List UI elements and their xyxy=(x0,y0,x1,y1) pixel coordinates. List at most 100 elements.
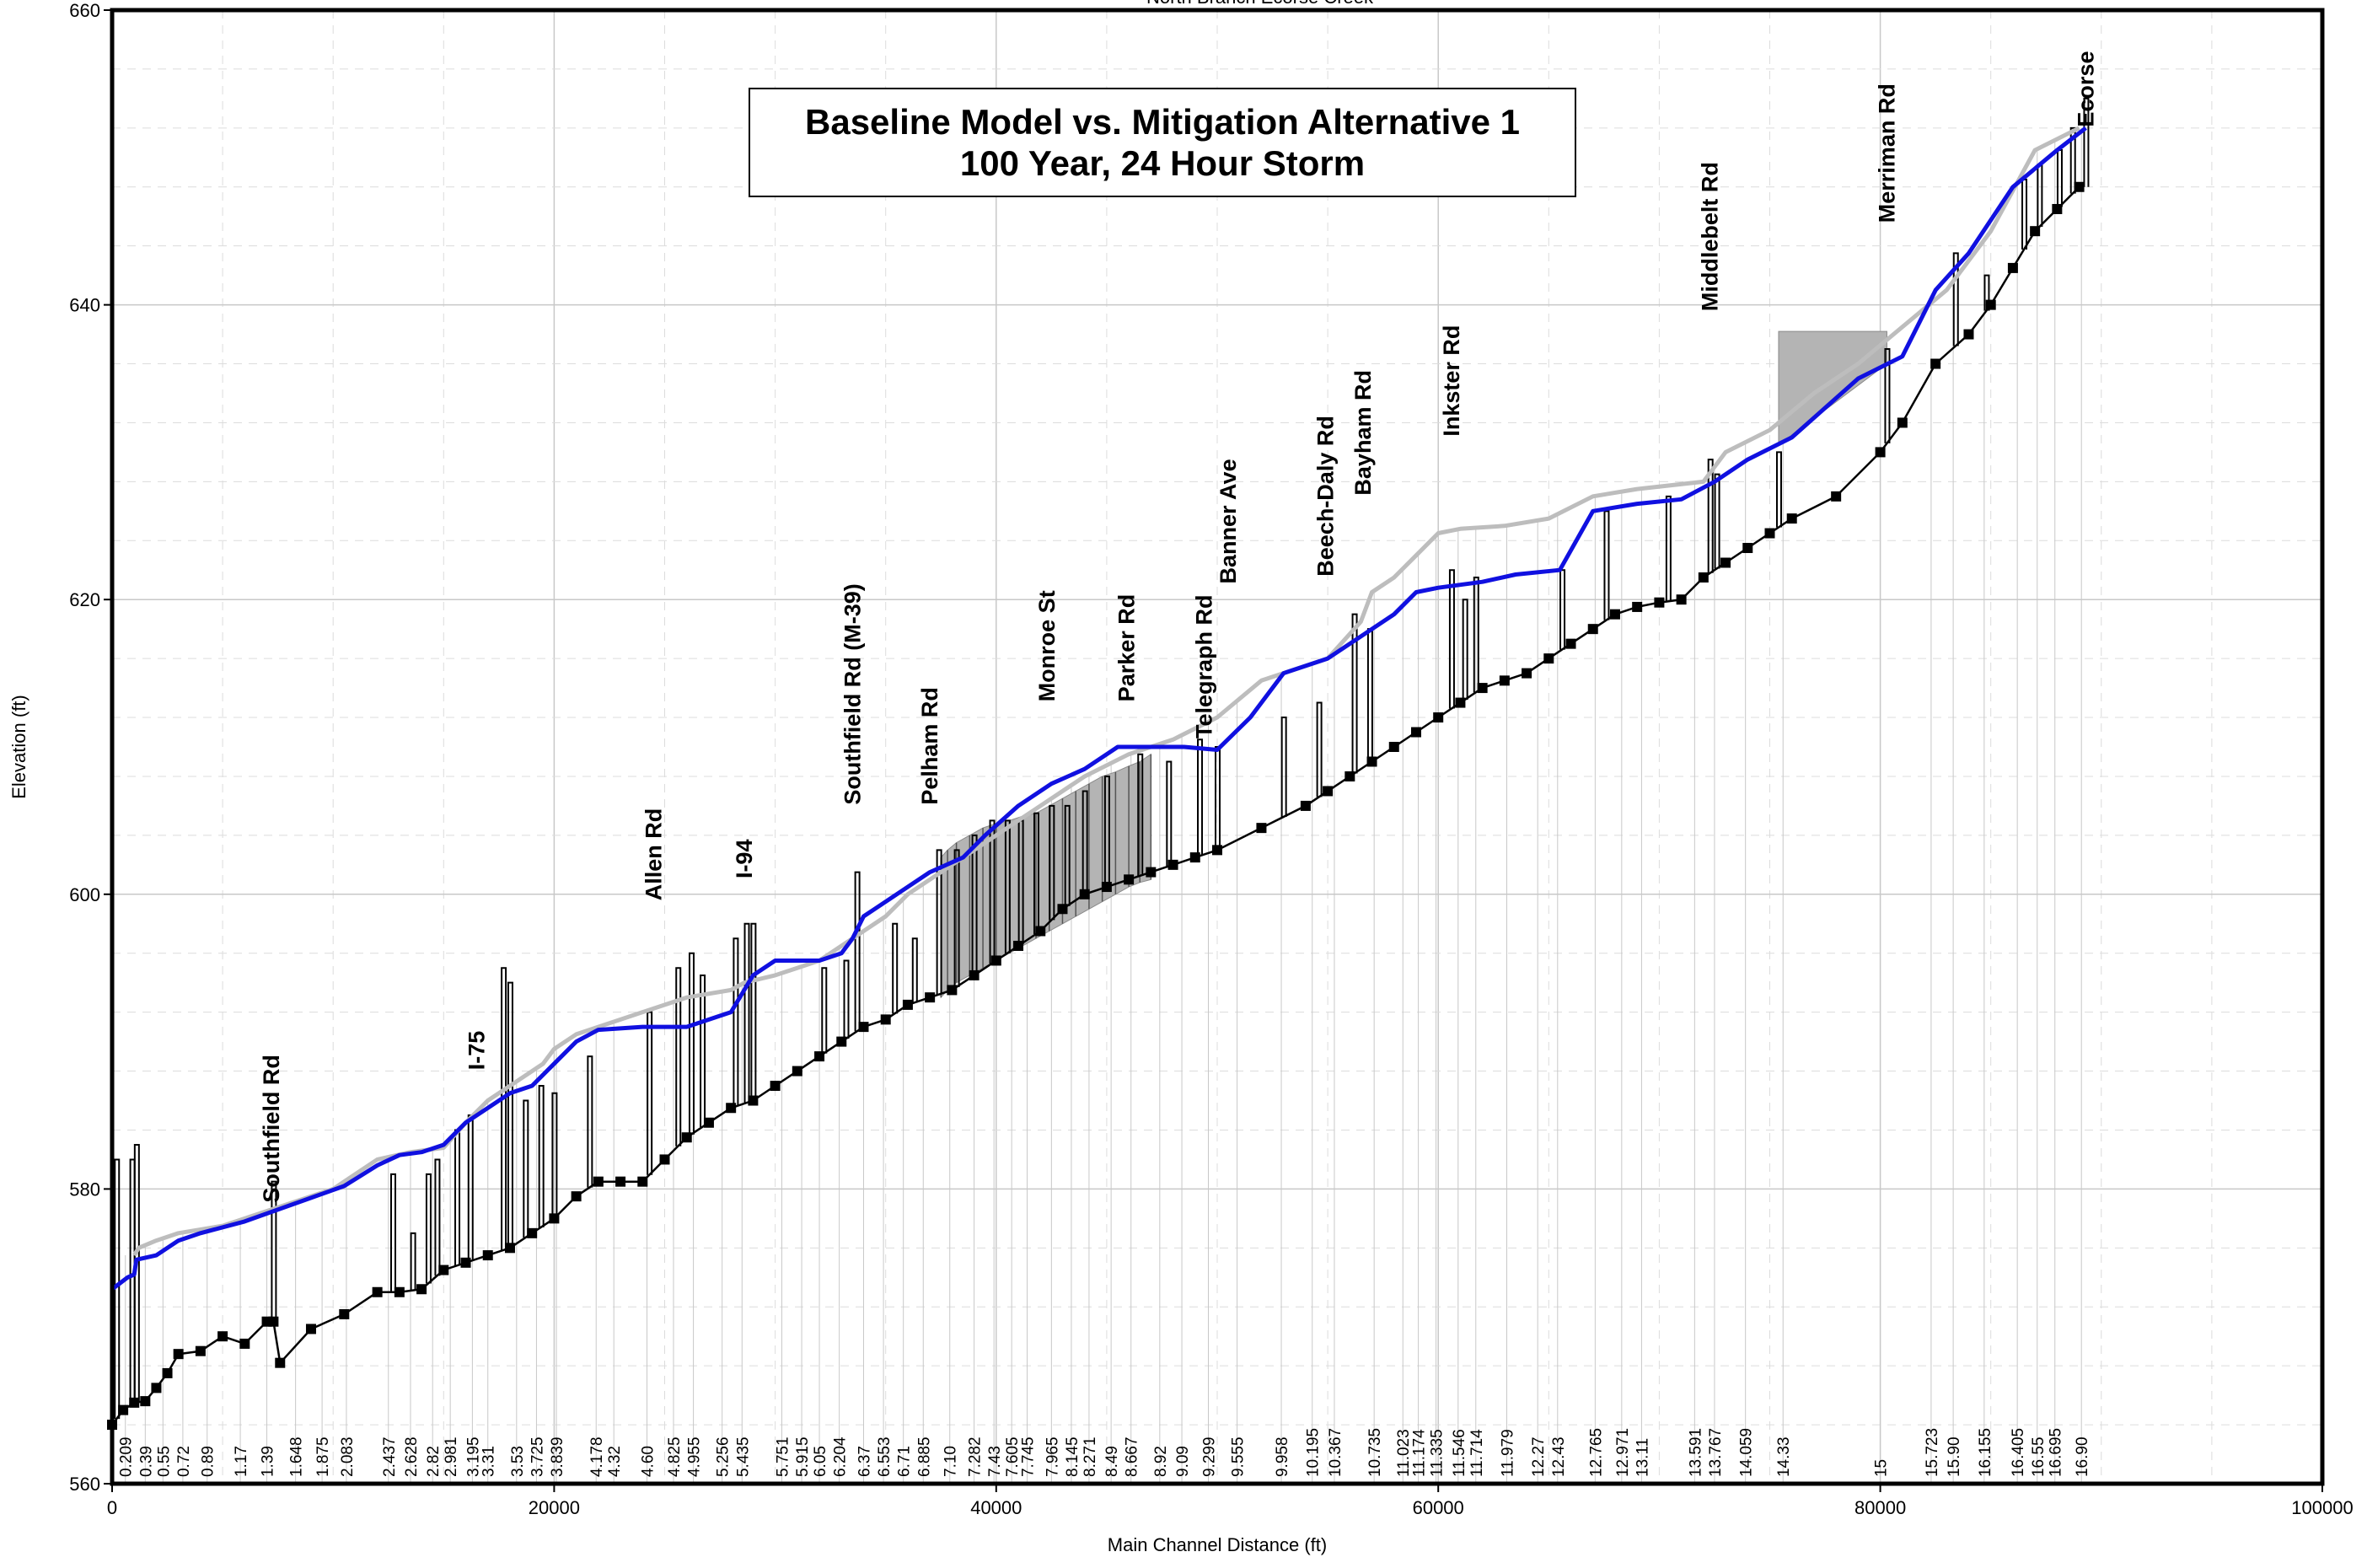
invert-marker xyxy=(1522,668,1532,679)
structure-line xyxy=(743,922,750,1104)
x-tick-label: 60000 xyxy=(1413,1497,1464,1518)
invert-marker xyxy=(1345,771,1355,781)
road-label: Middlebelt Rd xyxy=(1698,162,1723,311)
station-label: 6.204 xyxy=(832,1436,850,1477)
invert-marker xyxy=(726,1103,737,1114)
invert-marker xyxy=(482,1250,493,1261)
invert-marker xyxy=(1963,329,1974,340)
structure-line xyxy=(843,959,850,1039)
structure-line xyxy=(523,1099,529,1238)
road-label: Southfield Rd (M-39) xyxy=(840,583,865,804)
invert-marker xyxy=(394,1286,405,1297)
structure-line xyxy=(1448,569,1455,709)
station-label: 6.05 xyxy=(812,1446,829,1477)
station-label: 16.55 xyxy=(2030,1436,2048,1477)
invert-marker xyxy=(1698,572,1709,583)
station-label: 11.023 xyxy=(1395,1429,1413,1477)
invert-marker xyxy=(1543,653,1554,664)
invert-marker xyxy=(1167,859,1178,870)
invert-marker xyxy=(1499,675,1510,686)
structure-line xyxy=(911,937,918,1003)
station-label: 7.282 xyxy=(967,1436,985,1477)
invert-marker xyxy=(1477,683,1488,694)
station-label: 1.648 xyxy=(288,1436,306,1477)
structure-line xyxy=(1049,804,1055,921)
y-tick-label: 580 xyxy=(69,1179,100,1200)
invert-marker xyxy=(615,1176,626,1187)
invert-markers xyxy=(107,181,2085,1431)
invert-marker xyxy=(140,1396,151,1407)
structure-line xyxy=(1775,451,1782,528)
structure-line xyxy=(1952,252,1959,346)
road-label: Ecorse xyxy=(2073,51,2098,127)
road-label: Southfield Rd xyxy=(259,1055,284,1202)
invert-marker xyxy=(1632,601,1643,612)
structure-line xyxy=(410,1232,416,1291)
invert-marker xyxy=(118,1404,129,1415)
invert-marker xyxy=(770,1081,781,1092)
structure-line xyxy=(501,967,507,1250)
series-lines xyxy=(110,126,2087,1426)
invert-marker xyxy=(416,1284,427,1295)
invert-marker xyxy=(1720,557,1731,568)
road-label: I-94 xyxy=(732,840,757,879)
invert-marker xyxy=(372,1286,383,1297)
station-label: 4.178 xyxy=(588,1436,606,1477)
station-label: 14.33 xyxy=(1775,1436,1793,1477)
road-label: Pelham Rd xyxy=(917,687,942,805)
station-label: 11.714 xyxy=(1468,1429,1486,1477)
structure-line xyxy=(936,849,942,995)
invert-marker xyxy=(902,999,913,1010)
structure-line xyxy=(2069,126,2076,194)
station-label: 0.55 xyxy=(155,1446,173,1477)
invert-marker xyxy=(990,955,1001,966)
station-label: 6.885 xyxy=(915,1436,933,1477)
y-tick-label: 620 xyxy=(69,589,100,610)
invert-marker xyxy=(1609,609,1620,620)
road-label: Inkster Rd xyxy=(1439,325,1464,437)
invert-marker xyxy=(438,1265,449,1275)
structure-line xyxy=(854,871,861,1032)
structure-line xyxy=(1462,599,1468,701)
invert-marker xyxy=(814,1051,825,1062)
structure-line xyxy=(892,922,899,1014)
structure-line xyxy=(1137,753,1144,876)
station-label: 0.72 xyxy=(175,1446,193,1477)
structure-line xyxy=(733,937,739,1107)
station-label: 1.39 xyxy=(260,1446,277,1477)
structure-line xyxy=(1707,459,1714,573)
invert-marker xyxy=(1764,528,1775,539)
station-label: 8.92 xyxy=(1152,1446,1170,1477)
structure-line xyxy=(750,922,757,1101)
axis-ticks: 0 20000 40000 60000 80000 100000 560 580 600 620 6… xyxy=(69,0,2353,1518)
structure-line xyxy=(2037,164,2043,227)
invert-marker xyxy=(1786,513,1797,524)
structure-line xyxy=(389,1173,396,1292)
invert-marker xyxy=(1013,940,1024,951)
structure-line xyxy=(434,1158,441,1276)
invert-marker xyxy=(2074,181,2085,192)
invert-marker xyxy=(880,1014,891,1025)
invert-marker xyxy=(275,1357,286,1368)
station-label: 0.39 xyxy=(137,1446,155,1477)
road-label: Allen Rd xyxy=(641,808,666,901)
difference-fills xyxy=(940,330,1887,999)
station-label: 16.695 xyxy=(2048,1428,2065,1477)
structure-line xyxy=(507,981,513,1248)
station-label: 6.71 xyxy=(896,1446,914,1477)
invert-marker xyxy=(195,1345,206,1356)
station-label: 2.083 xyxy=(339,1436,357,1477)
structure-line xyxy=(688,952,695,1135)
invert-marker xyxy=(1323,786,1334,797)
station-label: 11.979 xyxy=(1499,1429,1516,1477)
invert-marker xyxy=(305,1324,316,1334)
invert-marker xyxy=(1587,624,1598,635)
structure-line xyxy=(587,1055,593,1188)
road-label: Monroe St xyxy=(1034,590,1060,701)
structure-line xyxy=(1064,804,1071,906)
station-label: 9.555 xyxy=(1230,1436,1248,1477)
structure-lines xyxy=(114,97,2090,1420)
station-label: 15.90 xyxy=(1946,1436,1963,1477)
invert-marker xyxy=(173,1349,184,1360)
